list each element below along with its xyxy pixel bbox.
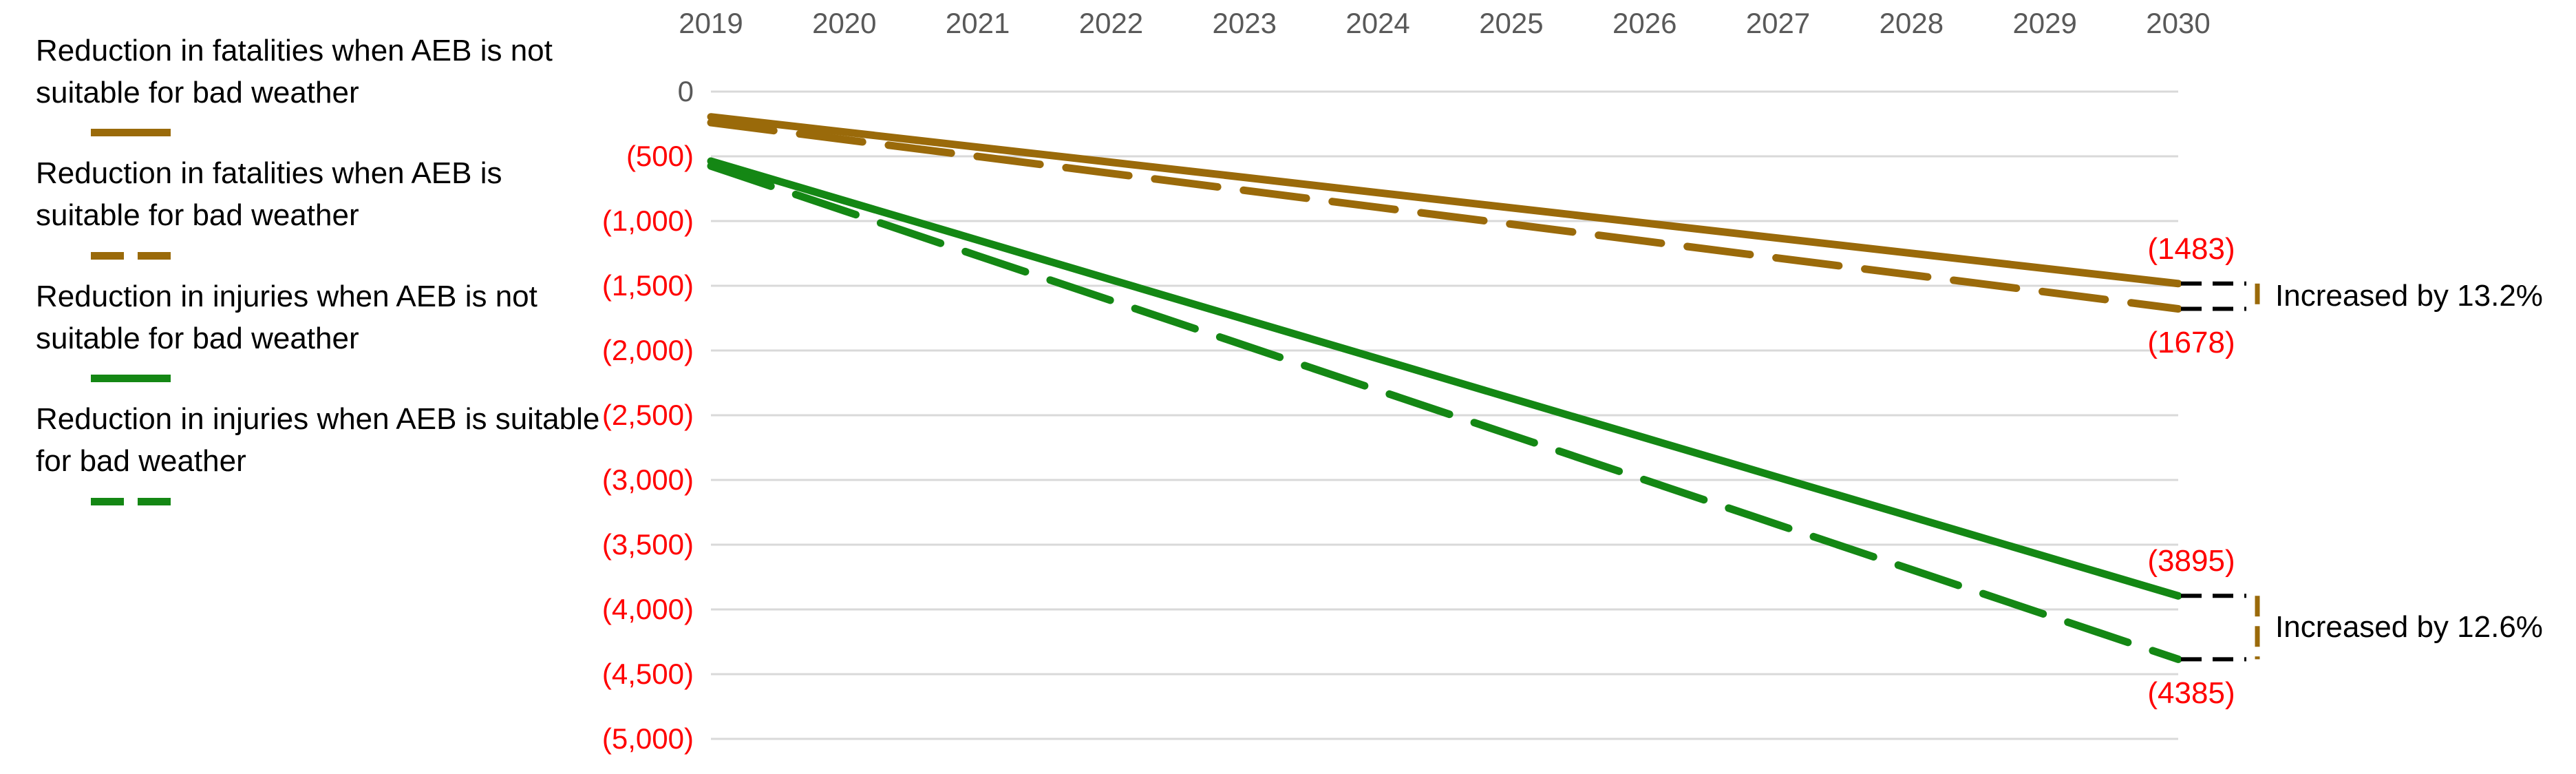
legend-item-fatalities-aeb-suitable: Reduction in fatalities when AEB is suit…	[36, 153, 628, 260]
legend-swatch-solid-line	[91, 375, 171, 383]
chart-legend: Reduction in fatalities when AEB is not …	[36, 30, 628, 505]
y-axis-label: (4,000)	[602, 593, 694, 625]
legend-swatch-dashed-line	[91, 251, 171, 260]
x-axis-label-2030: 2030	[2146, 7, 2211, 39]
x-axis-label-2019: 2019	[679, 7, 743, 39]
legend-swatch-dashed-line	[91, 497, 171, 505]
x-axis-label-2024: 2024	[1345, 7, 1410, 39]
series-line-fatalities-aeb-suitable	[707, 118, 2182, 313]
x-axis-label-2029: 2029	[2012, 7, 2077, 39]
series-line-fatalities-aeb-not-suitable	[707, 113, 2182, 288]
x-axis-label-2023: 2023	[1212, 7, 1277, 39]
x-axis-label-2028: 2028	[1879, 7, 1944, 39]
x-axis-label-2020: 2020	[812, 7, 877, 39]
y-axis-label: (500)	[626, 140, 694, 172]
y-axis-label: 0	[677, 75, 694, 107]
data-label-fatalities-aeb-not-suitable: (1483)	[2147, 231, 2235, 266]
legend-item-injuries-aeb-not-suitable: Reduction in injuries when AEB is not su…	[36, 276, 628, 383]
data-label-injuries-aeb-suitable: (4385)	[2147, 676, 2235, 711]
y-axis-label: (4,500)	[602, 658, 694, 690]
data-label-fatalities-aeb-suitable: (1678)	[2147, 326, 2235, 360]
x-axis-label-2022: 2022	[1078, 7, 1144, 39]
series-line-injuries-aeb-suitable	[707, 162, 2182, 663]
series-line-injuries-aeb-not-suitable	[707, 157, 2182, 600]
x-axis-label-2021: 2021	[945, 7, 1010, 39]
data-label-injuries-aeb-not-suitable: (3895)	[2147, 544, 2235, 578]
x-axis-label-2027: 2027	[1745, 7, 1811, 39]
y-axis-label: (2,000)	[602, 334, 694, 366]
legend-item-label: Reduction in injuries when AEB is not su…	[36, 279, 537, 355]
y-axis-label: (2,500)	[602, 399, 694, 431]
annotation-increase-injuries: Increased by 12.6%	[2275, 610, 2543, 645]
y-axis-label: (5,000)	[602, 722, 694, 755]
legend-item-label: Reduction in fatalities when AEB is not …	[36, 34, 553, 109]
y-axis-label: (1,000)	[602, 205, 694, 237]
y-axis-label: (1,500)	[602, 269, 694, 302]
annotation-increase-fatalities: Increased by 13.2%	[2275, 279, 2543, 313]
y-axis-label: (3,500)	[602, 528, 694, 561]
y-axis-label: (3,000)	[602, 463, 694, 496]
legend-item-label: Reduction in fatalities when AEB is suit…	[36, 156, 502, 233]
x-axis-label-2026: 2026	[1612, 7, 1677, 39]
legend-item-injuries-aeb-suitable: Reduction in injuries when AEB is suitab…	[36, 399, 628, 505]
legend-swatch-solid-line	[91, 129, 171, 137]
legend-item-fatalities-aeb-not-suitable: Reduction in fatalities when AEB is not …	[36, 30, 628, 137]
legend-item-label: Reduction in injuries when AEB is suitab…	[36, 402, 600, 479]
x-axis-label-2025: 2025	[1479, 7, 1544, 39]
